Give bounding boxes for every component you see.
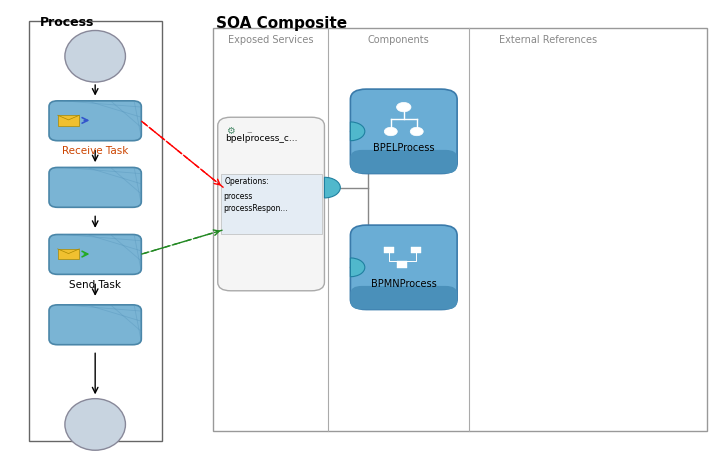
Wedge shape xyxy=(324,177,340,198)
FancyBboxPatch shape xyxy=(49,305,141,345)
Text: Send Task: Send Task xyxy=(69,280,121,290)
Bar xyxy=(384,247,394,253)
FancyBboxPatch shape xyxy=(350,286,457,310)
Bar xyxy=(411,247,421,253)
Ellipse shape xyxy=(65,30,125,82)
Text: –: – xyxy=(247,128,252,137)
FancyBboxPatch shape xyxy=(49,167,141,207)
Text: Components: Components xyxy=(368,35,430,45)
FancyBboxPatch shape xyxy=(49,101,141,141)
Text: BPELProcess: BPELProcess xyxy=(373,143,435,153)
Bar xyxy=(58,249,79,259)
Text: SOA Composite: SOA Composite xyxy=(216,16,348,31)
FancyBboxPatch shape xyxy=(218,117,324,291)
Bar xyxy=(221,174,322,234)
Text: Receive Task: Receive Task xyxy=(62,146,128,156)
FancyBboxPatch shape xyxy=(350,150,457,174)
Bar xyxy=(397,261,407,267)
Text: ⚙: ⚙ xyxy=(226,126,235,136)
Wedge shape xyxy=(350,258,365,277)
Bar xyxy=(213,28,707,431)
Wedge shape xyxy=(350,122,365,141)
Text: process: process xyxy=(224,192,253,201)
Text: External References: External References xyxy=(499,35,597,45)
Circle shape xyxy=(410,127,423,136)
Bar xyxy=(29,21,162,441)
FancyBboxPatch shape xyxy=(49,234,141,274)
Circle shape xyxy=(384,127,397,136)
FancyBboxPatch shape xyxy=(350,225,457,310)
Text: Process: Process xyxy=(40,16,94,30)
Circle shape xyxy=(397,102,411,112)
Text: Exposed Services: Exposed Services xyxy=(228,35,313,45)
Text: processRespon...: processRespon... xyxy=(224,204,288,213)
Text: BPMNProcess: BPMNProcess xyxy=(371,279,437,289)
Text: Operations:: Operations: xyxy=(225,177,270,186)
Ellipse shape xyxy=(65,399,125,450)
Text: bpelprocess_c...: bpelprocess_c... xyxy=(225,134,298,143)
Bar xyxy=(58,115,79,126)
FancyBboxPatch shape xyxy=(350,89,457,174)
